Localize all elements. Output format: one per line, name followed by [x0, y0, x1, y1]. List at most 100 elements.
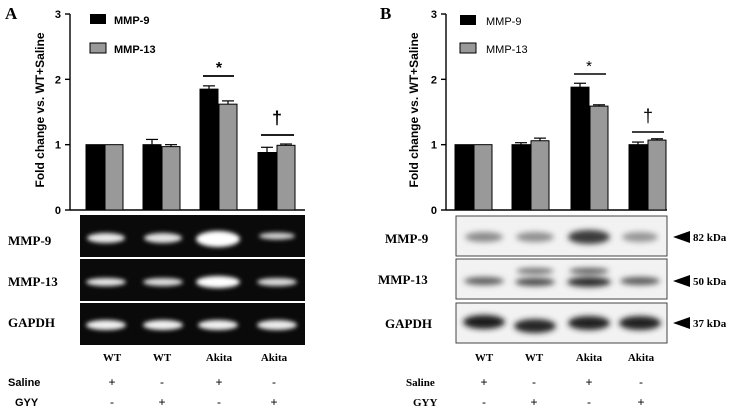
wb-band-mmp13-lane1 — [464, 277, 504, 285]
treatment-label-gyy-a: GYY — [15, 397, 39, 409]
gel-band-mmp9-lane1 — [87, 233, 125, 243]
y-tick-label-a-3: 3 — [55, 9, 61, 21]
y-tick-label-a-1: 1 — [55, 140, 61, 152]
bar-a-mmp-9-1 — [142, 144, 162, 211]
treatment-b-gyy-1: - — [482, 395, 486, 409]
wb-band-gapdh-lane2 — [514, 319, 556, 333]
blot-label-gapdh-a: GAPDH — [8, 315, 55, 330]
gel-band-mmp9-lane4 — [259, 232, 295, 240]
bar-a-mmp-13-1 — [161, 146, 181, 211]
blot-label-mmp13-a: MMP-13 — [8, 274, 58, 289]
gel-band-mmp9-lane2 — [144, 233, 182, 243]
treatment-a-saline-3: + — [215, 375, 222, 389]
y-tick-label-a-0: 0 — [55, 205, 61, 217]
y-tick-label-a-2: 2 — [55, 74, 61, 86]
treatment-b-saline-1: + — [480, 375, 487, 389]
legend-label-mmp9-b: MMP-9 — [486, 16, 521, 28]
legend-swatch-mmp13-a — [89, 42, 107, 54]
gel-band-mmp9-lane3 — [196, 231, 240, 247]
treatment-b-gyy-3: - — [587, 395, 591, 409]
bar-a-mmp-13-0 — [104, 144, 124, 211]
y-ticks-b: 0 1 2 3 — [431, 9, 446, 217]
bars-a — [85, 85, 296, 211]
lane-label-b-3: Akita — [576, 352, 603, 364]
panel-a: A Fold change vs. WT+Saline 0 1 2 3 MMP-9 M… — [5, 4, 305, 409]
bar-a-mmp-13-3 — [276, 144, 296, 211]
panel-letter-b: B — [380, 4, 391, 23]
bar-a-mmp-9-0 — [85, 144, 105, 211]
y-tick-label-b-3: 3 — [431, 9, 437, 21]
wb-band-mmp9-lane4 — [622, 232, 658, 242]
lane-label-b-2: WT — [525, 352, 544, 364]
treatment-b-saline-4: - — [639, 375, 643, 389]
blot-label-gapdh-b: GAPDH — [385, 316, 432, 331]
lane-label-a-1: WT — [103, 352, 122, 364]
wb-band-mmp13-lane2-upper — [516, 268, 554, 274]
kda-label-82: 82 kDa — [693, 232, 727, 244]
wb-band-mmp13-lane3-upper — [569, 268, 609, 274]
gel-band-mmp13-lane4 — [257, 278, 297, 286]
bars-b — [454, 82, 667, 211]
wb-band-mmp9-lane1 — [465, 232, 503, 242]
wb-band-mmp13-lane3 — [567, 277, 611, 287]
y-ticks-a: 0 1 2 3 — [55, 9, 70, 217]
gel-band-gapdh-lane4 — [257, 320, 297, 330]
legend-label-mmp9-a: MMP-9 — [114, 15, 149, 27]
treatment-a-saline-1: + — [108, 375, 115, 389]
legend-label-mmp13-b: MMP-13 — [486, 44, 528, 56]
treatment-b-gyy-4: + — [637, 395, 644, 409]
gel-band-gapdh-lane1 — [86, 320, 126, 330]
wb-band-mmp13-lane2 — [515, 278, 555, 286]
legend-a: MMP-9 MMP-13 — [89, 14, 156, 56]
y-tick-label-b-1: 1 — [431, 140, 437, 152]
kda-label-37: 37 kDa — [693, 318, 727, 330]
gel-band-mmp13-lane2 — [143, 278, 183, 286]
bar-a-mmp-13-2 — [218, 103, 238, 211]
bar-a-mmp-9-2 — [199, 88, 219, 211]
panel-letter-a: A — [5, 4, 18, 23]
lane-label-a-4: Akita — [261, 352, 288, 364]
wb-band-gapdh-lane1 — [463, 315, 505, 329]
kda-arrow-50 — [673, 275, 690, 287]
kda-arrow-82 — [673, 231, 690, 243]
bar-a-mmp-9-3 — [257, 152, 277, 211]
bar-b-mmp-13-0 — [473, 144, 493, 211]
wb-band-gapdh-lane3 — [568, 316, 610, 330]
sig-symbol-akita-saline-a: * — [216, 60, 223, 77]
treatment-b-saline-3: + — [585, 375, 592, 389]
wb-band-mmp9-lane3 — [568, 230, 610, 244]
gel-band-mmp13-lane1 — [86, 278, 126, 286]
treatment-a-gyy-3: - — [217, 395, 221, 409]
sig-symbol-akita-gyy-a: † — [272, 108, 282, 128]
blot-label-mmp9-b: MMP-9 — [385, 231, 429, 246]
wb-band-mmp13-lane4 — [620, 277, 660, 285]
sig-symbol-akita-gyy-b: † — [643, 106, 653, 126]
gel-bands-a — [86, 231, 297, 330]
blot-label-mmp9-a: MMP-9 — [8, 233, 52, 248]
lane-label-b-4: Akita — [628, 352, 655, 364]
treatment-label-gyy-b: GYY — [413, 397, 438, 409]
legend-swatch-mmp9-b — [460, 15, 476, 25]
bar-b-mmp-9-3 — [628, 144, 648, 211]
y-tick-label-b-0: 0 — [431, 205, 437, 217]
bar-b-mmp-13-3 — [647, 139, 667, 211]
wb-band-gapdh-lane4 — [619, 316, 661, 330]
bar-b-mmp-9-0 — [454, 144, 474, 211]
lane-label-a-2: WT — [153, 352, 172, 364]
treatment-a-saline-2: - — [160, 375, 164, 389]
lane-label-b-1: WT — [475, 352, 494, 364]
treatment-label-saline-a: Saline — [8, 377, 40, 389]
legend-swatch-mmp9-a — [90, 14, 106, 24]
panel-b: B Fold change vs. WT+Saline 0 1 2 3 MMP-9 M… — [378, 4, 727, 409]
gel-band-gapdh-lane2 — [143, 320, 183, 330]
bar-b-mmp-9-1 — [511, 144, 531, 211]
gel-band-gapdh-lane3 — [198, 320, 238, 330]
treatment-b-saline-2: - — [532, 375, 536, 389]
blot-bands-b — [463, 230, 661, 333]
y-tick-label-b-2: 2 — [431, 74, 437, 86]
gel-band-mmp13-lane3 — [196, 276, 240, 288]
bar-b-mmp-13-1 — [530, 140, 550, 211]
legend-swatch-mmp13-b — [459, 42, 477, 54]
y-axis-title-a: Fold change vs. WT+Saline — [33, 32, 47, 187]
